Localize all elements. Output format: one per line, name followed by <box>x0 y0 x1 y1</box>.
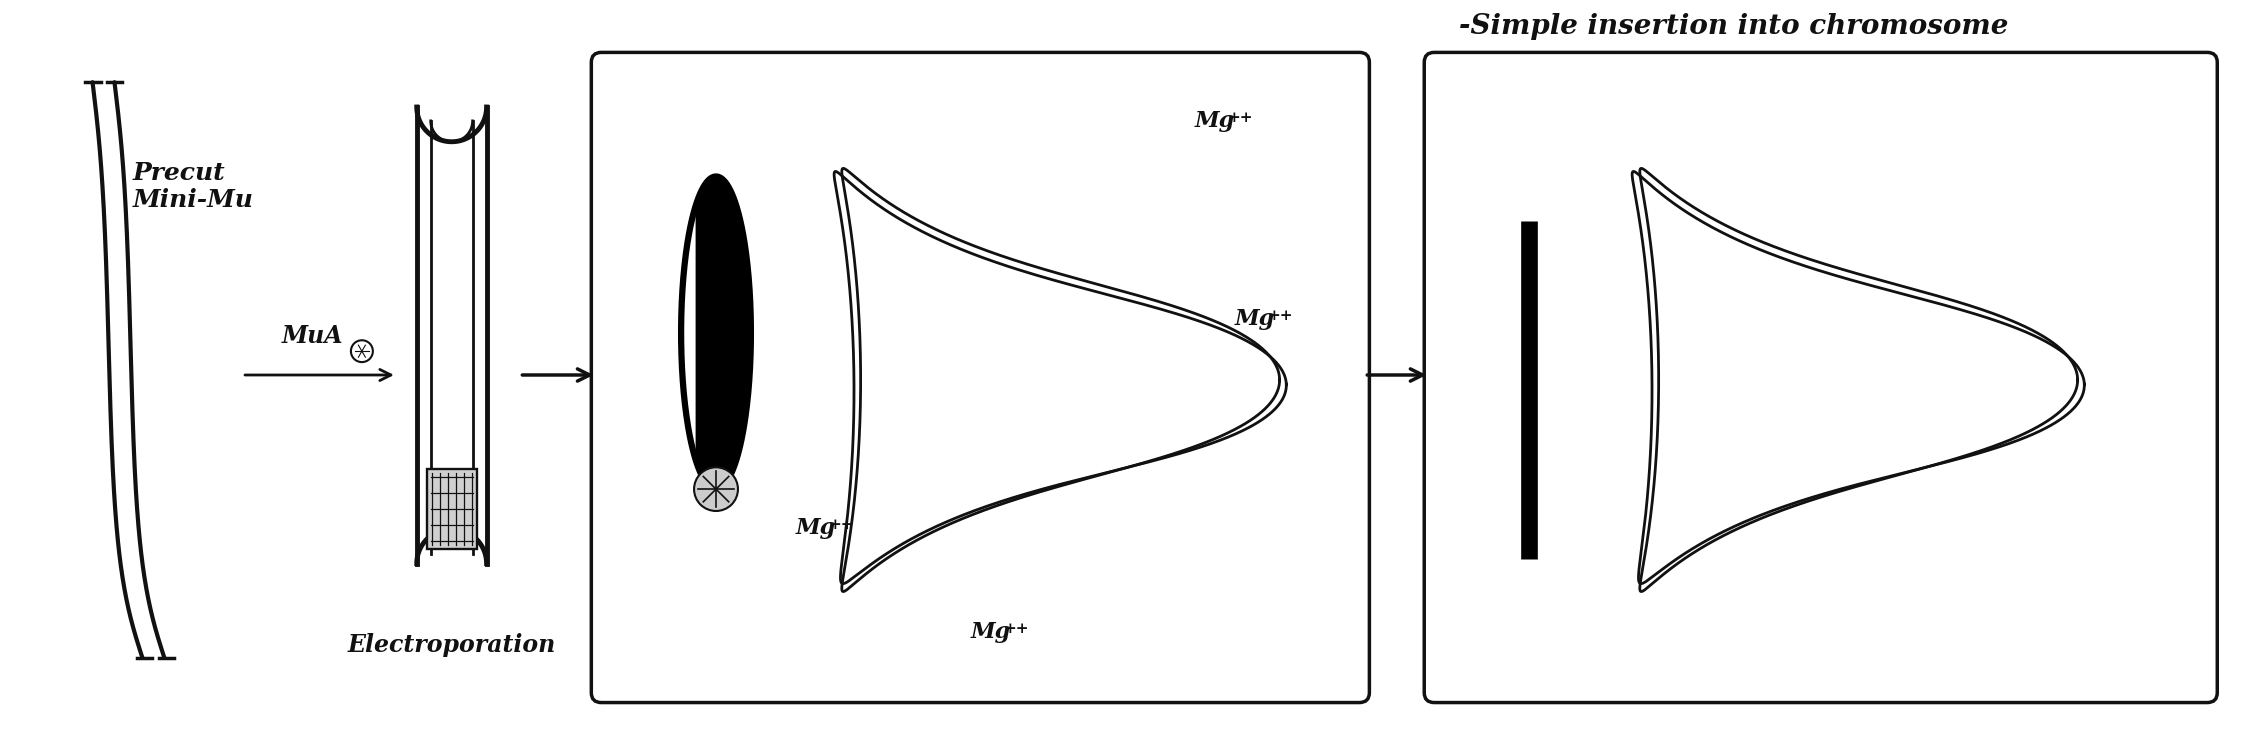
Text: ++: ++ <box>830 518 854 532</box>
Bar <box>426 470 478 549</box>
FancyBboxPatch shape <box>592 53 1370 703</box>
Text: Mg: Mg <box>796 517 836 538</box>
Text: Electroporation: Electroporation <box>348 633 556 657</box>
Text: Mg: Mg <box>971 621 1011 643</box>
FancyBboxPatch shape <box>1424 53 2217 703</box>
Text: ++: ++ <box>1267 310 1294 323</box>
Circle shape <box>695 467 738 511</box>
Text: ++: ++ <box>1002 622 1029 636</box>
Polygon shape <box>697 176 751 489</box>
Text: Precut
Mini-Mu: Precut Mini-Mu <box>132 160 253 212</box>
Polygon shape <box>682 176 751 489</box>
Text: ++: ++ <box>1229 111 1253 125</box>
Text: Mg: Mg <box>1235 308 1276 330</box>
Text: Mg: Mg <box>1195 110 1235 132</box>
Text: MuA: MuA <box>280 324 343 348</box>
Text: -Simple insertion into chromosome: -Simple insertion into chromosome <box>1460 13 2009 40</box>
